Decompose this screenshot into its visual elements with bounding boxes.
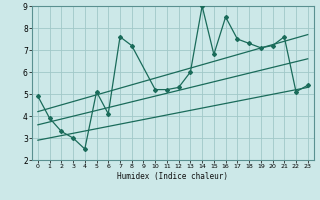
X-axis label: Humidex (Indice chaleur): Humidex (Indice chaleur) <box>117 172 228 181</box>
